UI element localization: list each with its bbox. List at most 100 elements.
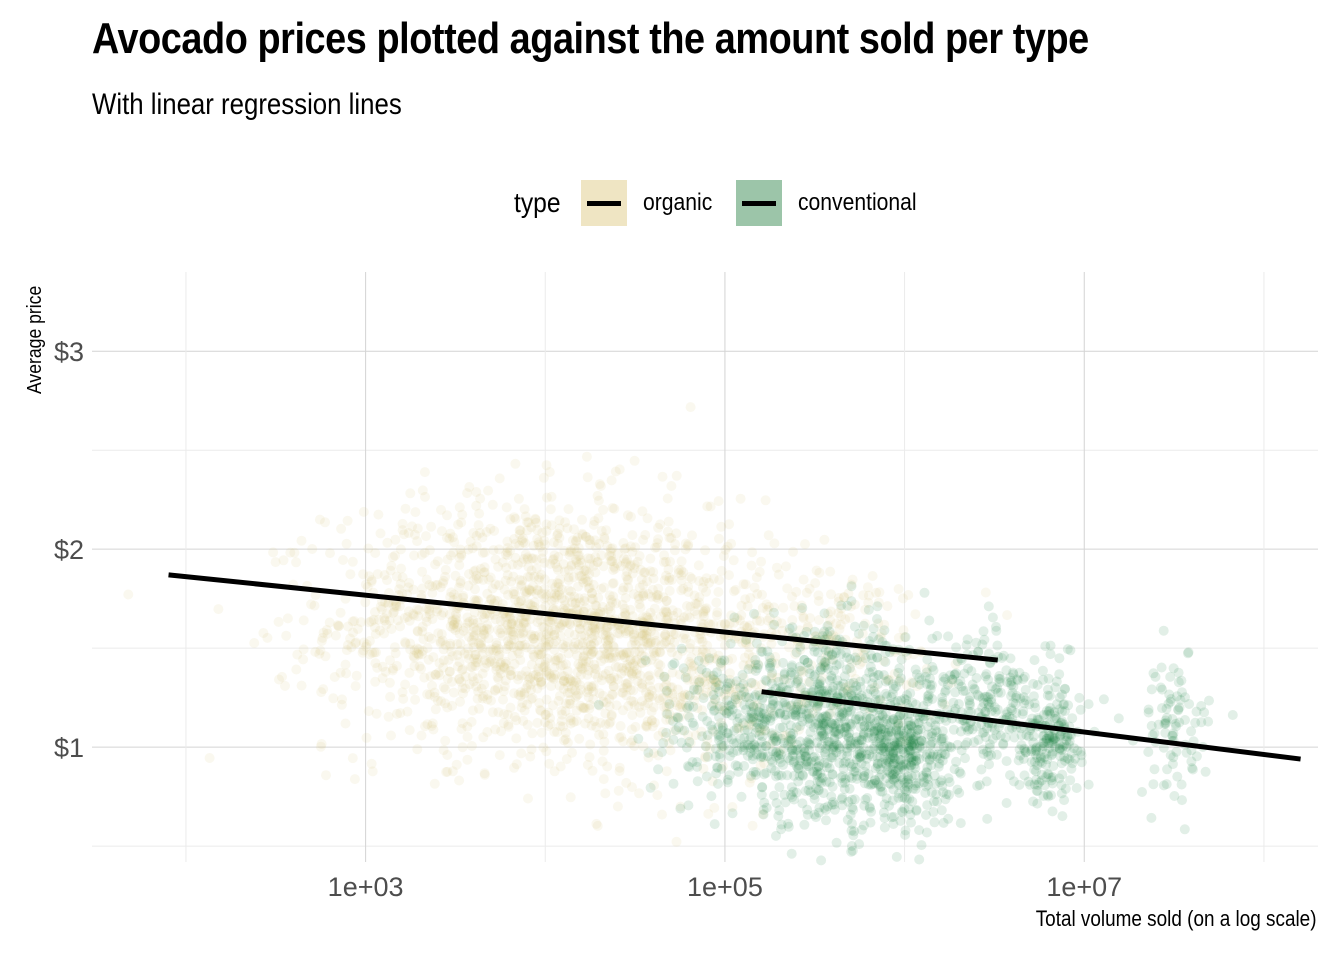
data-point: [281, 630, 292, 641]
data-point: [574, 550, 585, 561]
data-point: [373, 509, 384, 520]
data-point: [424, 605, 435, 616]
data-point: [455, 696, 466, 707]
data-point: [458, 688, 468, 699]
data-point: [1149, 764, 1160, 775]
data-point: [533, 666, 544, 677]
data-point: [599, 532, 610, 543]
data-point: [575, 555, 586, 566]
data-point: [756, 789, 767, 800]
data-point: [335, 667, 346, 678]
data-point: [351, 637, 362, 648]
data-point: [822, 621, 833, 631]
data-point: [471, 595, 482, 606]
data-point: [666, 647, 677, 658]
data-point: [521, 622, 532, 633]
data-point: [834, 659, 845, 669]
data-point: [617, 599, 628, 610]
data-point: [456, 724, 467, 734]
data-point: [921, 827, 932, 838]
data-point: [452, 622, 462, 633]
data-point: [468, 528, 479, 538]
data-point: [602, 622, 613, 632]
data-point: [576, 570, 587, 581]
data-point: [422, 642, 433, 653]
data-point: [507, 618, 518, 629]
data-point: [446, 587, 457, 598]
data-point: [643, 747, 654, 758]
data-point: [643, 698, 653, 709]
data-point: [593, 699, 604, 710]
data-point: [596, 583, 607, 594]
data-point: [585, 649, 596, 660]
data-point: [688, 720, 699, 731]
data-point: [565, 546, 576, 557]
data-point: [429, 778, 440, 789]
data-point: [960, 753, 970, 764]
data-point: [508, 586, 519, 597]
data-point: [404, 667, 415, 678]
data-point: [566, 559, 577, 570]
data-point: [361, 732, 372, 743]
data-point: [582, 669, 593, 680]
data-point: [509, 762, 520, 773]
data-point: [540, 589, 551, 600]
data-point: [515, 690, 526, 701]
data-point: [574, 733, 585, 744]
data-point: [1072, 745, 1083, 756]
data-point: [565, 792, 576, 803]
data-point: [819, 608, 830, 619]
data-point: [388, 607, 399, 618]
data-point: [426, 633, 437, 644]
data-point: [388, 663, 399, 674]
data-point: [421, 603, 432, 614]
data-point: [558, 676, 569, 687]
data-point: [638, 588, 649, 599]
data-point: [583, 576, 594, 586]
data-point: [366, 576, 377, 587]
data-point: [590, 552, 601, 562]
data-point: [914, 854, 925, 865]
data-point: [449, 619, 459, 630]
data-point: [438, 575, 449, 586]
data-point: [333, 621, 344, 631]
data-point: [510, 538, 521, 549]
data-point: [346, 642, 357, 653]
data-point: [532, 717, 543, 728]
data-point: [620, 558, 631, 569]
data-point: [512, 620, 523, 630]
data-point: [615, 561, 626, 572]
data-point: [637, 628, 648, 639]
data-point: [489, 609, 499, 620]
data-point: [1143, 707, 1154, 718]
data-point: [516, 579, 527, 590]
data-point: [456, 676, 467, 687]
data-point: [501, 644, 512, 654]
data-point: [315, 645, 326, 656]
data-point: [748, 702, 759, 712]
data-point: [541, 629, 552, 640]
data-point: [816, 855, 827, 866]
data-point: [559, 595, 570, 606]
data-point: [687, 530, 697, 541]
data-point: [508, 615, 518, 626]
data-point: [402, 612, 413, 622]
data-point: [416, 663, 426, 674]
data-point: [560, 517, 571, 528]
data-point: [623, 575, 634, 586]
data-point: [586, 648, 597, 659]
data-point: [528, 540, 539, 551]
data-point: [622, 566, 633, 577]
data-point: [669, 658, 680, 669]
data-point: [900, 632, 911, 643]
data-point: [479, 609, 490, 620]
data-point: [444, 533, 455, 544]
data-point: [778, 602, 789, 613]
data-point: [1016, 730, 1027, 741]
data-point: [479, 769, 490, 780]
data-point: [467, 705, 478, 716]
data-point: [489, 525, 500, 536]
data-point: [463, 653, 474, 664]
data-point: [519, 504, 530, 515]
data-point: [436, 526, 447, 537]
